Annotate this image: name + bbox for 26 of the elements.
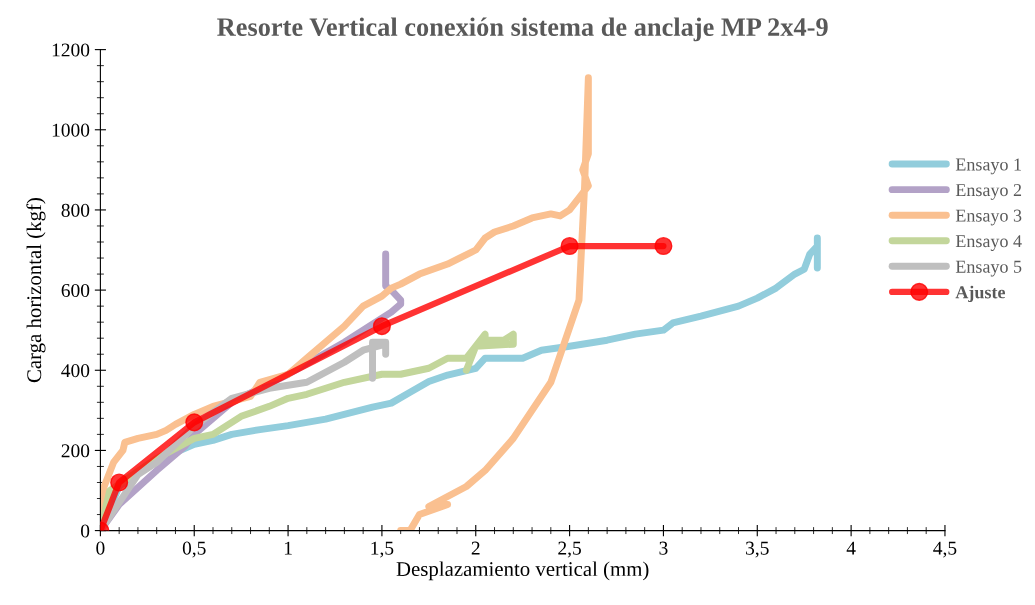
x-tick-label: 0,5 bbox=[182, 541, 206, 558]
y-tick-label: 600 bbox=[61, 283, 90, 298]
x-tick-label: 3,5 bbox=[746, 541, 769, 558]
y-tick-label: 200 bbox=[61, 444, 90, 458]
x-tick-label: 3 bbox=[659, 541, 668, 555]
legend-label: Ensayo 3 bbox=[955, 209, 1022, 226]
x-tick-label: 1,5 bbox=[371, 541, 394, 558]
legend-label: Ajuste bbox=[955, 285, 1006, 303]
y-tick-label: 0 bbox=[81, 524, 90, 538]
x-tick-label: 2,5 bbox=[558, 541, 581, 558]
y-tick-label: 1200 bbox=[52, 43, 90, 57]
x-tick-label: 0 bbox=[96, 541, 105, 555]
x-axis-title: Desplazamiento vertical (mm) bbox=[396, 561, 649, 581]
y-tick-label: 1000 bbox=[52, 123, 90, 137]
legend-label: Ensayo 1 bbox=[955, 158, 1021, 175]
legend-label: Ensayo 5 bbox=[955, 260, 1022, 277]
x-tick-label: 4 bbox=[846, 541, 856, 555]
legend-label: Ensayo 2 bbox=[955, 184, 1022, 200]
x-tick-label: 1 bbox=[284, 541, 292, 555]
x-tick-label: 2 bbox=[471, 541, 480, 555]
x-tick-label: 4,5 bbox=[933, 541, 957, 558]
legend-label: Ensayo 4 bbox=[955, 235, 1022, 251]
y-tick-label: 400 bbox=[61, 364, 90, 378]
chart-title: Resorte Vertical conexión sistema de anclaje MP 2x4-9 bbox=[217, 17, 828, 42]
y-axis-title: Carga horizontal (kgf) bbox=[26, 198, 46, 383]
y-tick-label: 800 bbox=[61, 203, 90, 217]
